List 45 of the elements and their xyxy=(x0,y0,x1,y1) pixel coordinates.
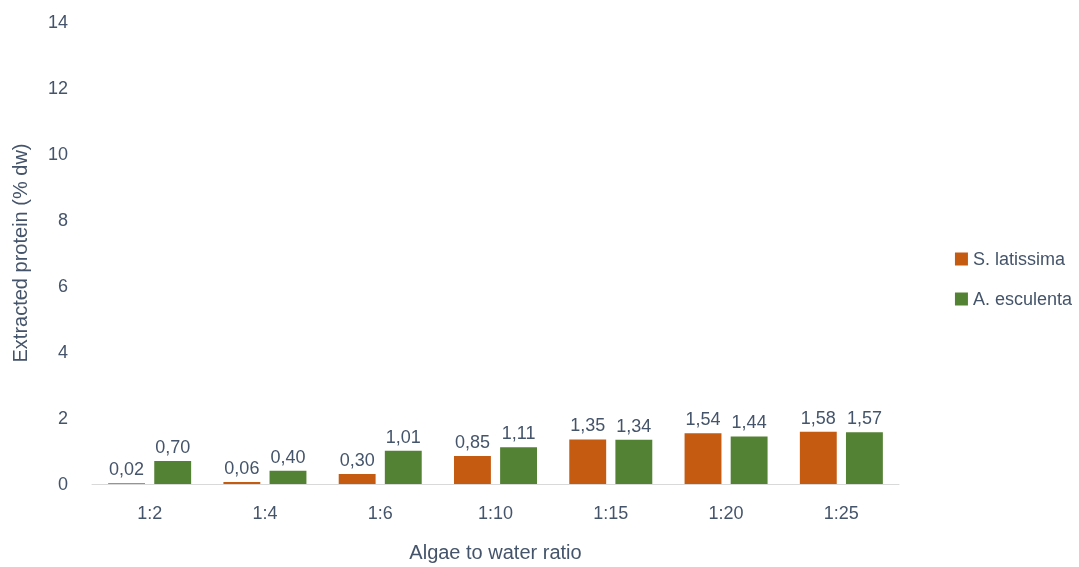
data-label: 0,70 xyxy=(155,436,191,457)
data-label: 0,30 xyxy=(339,450,375,471)
y-tick-label: 4 xyxy=(57,342,68,362)
bar xyxy=(500,447,537,484)
x-axis-title: Algae to water ratio xyxy=(409,541,582,563)
bar xyxy=(454,455,491,484)
bar xyxy=(799,431,837,484)
x-tick-label: 1:6 xyxy=(367,503,393,523)
data-label: 1,57 xyxy=(846,408,882,429)
data-label: 1,35 xyxy=(570,415,606,436)
data-label: 0,40 xyxy=(270,446,306,467)
data-label: 0,02 xyxy=(109,459,145,480)
x-tick-label: 1:10 xyxy=(477,503,514,523)
y-tick-label: 2 xyxy=(57,408,68,428)
bar xyxy=(384,450,422,484)
y-tick-label: 6 xyxy=(57,276,68,296)
x-tick-label: 1:25 xyxy=(823,503,859,523)
legend-label: S. latissima xyxy=(972,249,1066,269)
data-label: 1,44 xyxy=(731,412,767,433)
data-label: 1,01 xyxy=(385,426,421,447)
data-label: 1,58 xyxy=(800,407,836,428)
bar xyxy=(730,436,768,484)
bar xyxy=(154,460,192,484)
bar xyxy=(269,470,307,484)
x-tick-label: 1:2 xyxy=(137,503,163,523)
bar xyxy=(845,432,883,484)
legend-label: A. esculenta xyxy=(972,289,1073,309)
bar xyxy=(684,433,722,484)
x-tick-label: 1:20 xyxy=(708,503,744,523)
data-label: 1,54 xyxy=(685,409,721,430)
x-tick-label: 1:4 xyxy=(252,503,278,523)
y-tick-label: 10 xyxy=(47,144,68,164)
y-tick-label: 14 xyxy=(47,12,68,32)
data-label: 1,11 xyxy=(501,423,536,444)
y-tick-label: 8 xyxy=(57,210,68,230)
x-tick-label: 1:15 xyxy=(593,503,629,523)
data-label: 0,85 xyxy=(454,431,490,452)
bar xyxy=(338,474,376,484)
y-axis-title: Extracted protein (% dw) xyxy=(9,143,31,363)
y-tick-label: 12 xyxy=(47,78,68,98)
data-label: 1,34 xyxy=(616,415,652,436)
bar xyxy=(569,439,607,484)
data-label: 0,06 xyxy=(224,458,260,479)
bar xyxy=(615,439,653,484)
y-tick-label: 0 xyxy=(57,474,68,494)
